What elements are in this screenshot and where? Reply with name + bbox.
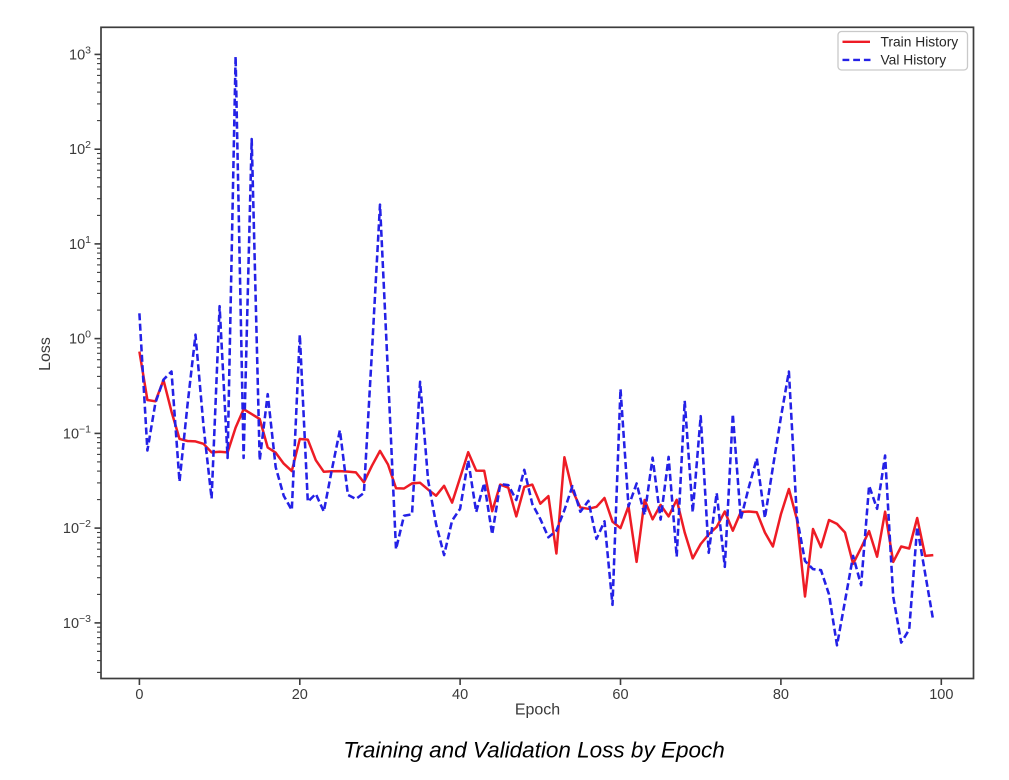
- svg-text:100: 100: [929, 687, 953, 703]
- svg-text:20: 20: [292, 687, 308, 703]
- svg-text:40: 40: [452, 687, 468, 703]
- svg-text:0: 0: [135, 687, 143, 703]
- svg-text:Val History: Val History: [881, 52, 947, 67]
- svg-text:Train History: Train History: [881, 34, 959, 49]
- svg-text:Epoch: Epoch: [515, 702, 560, 719]
- svg-text:80: 80: [773, 687, 789, 703]
- svg-text:60: 60: [612, 687, 628, 703]
- svg-text:Training and Validation Loss b: Training and Validation Loss by Epoch: [343, 738, 725, 763]
- svg-text:Loss: Loss: [37, 337, 54, 371]
